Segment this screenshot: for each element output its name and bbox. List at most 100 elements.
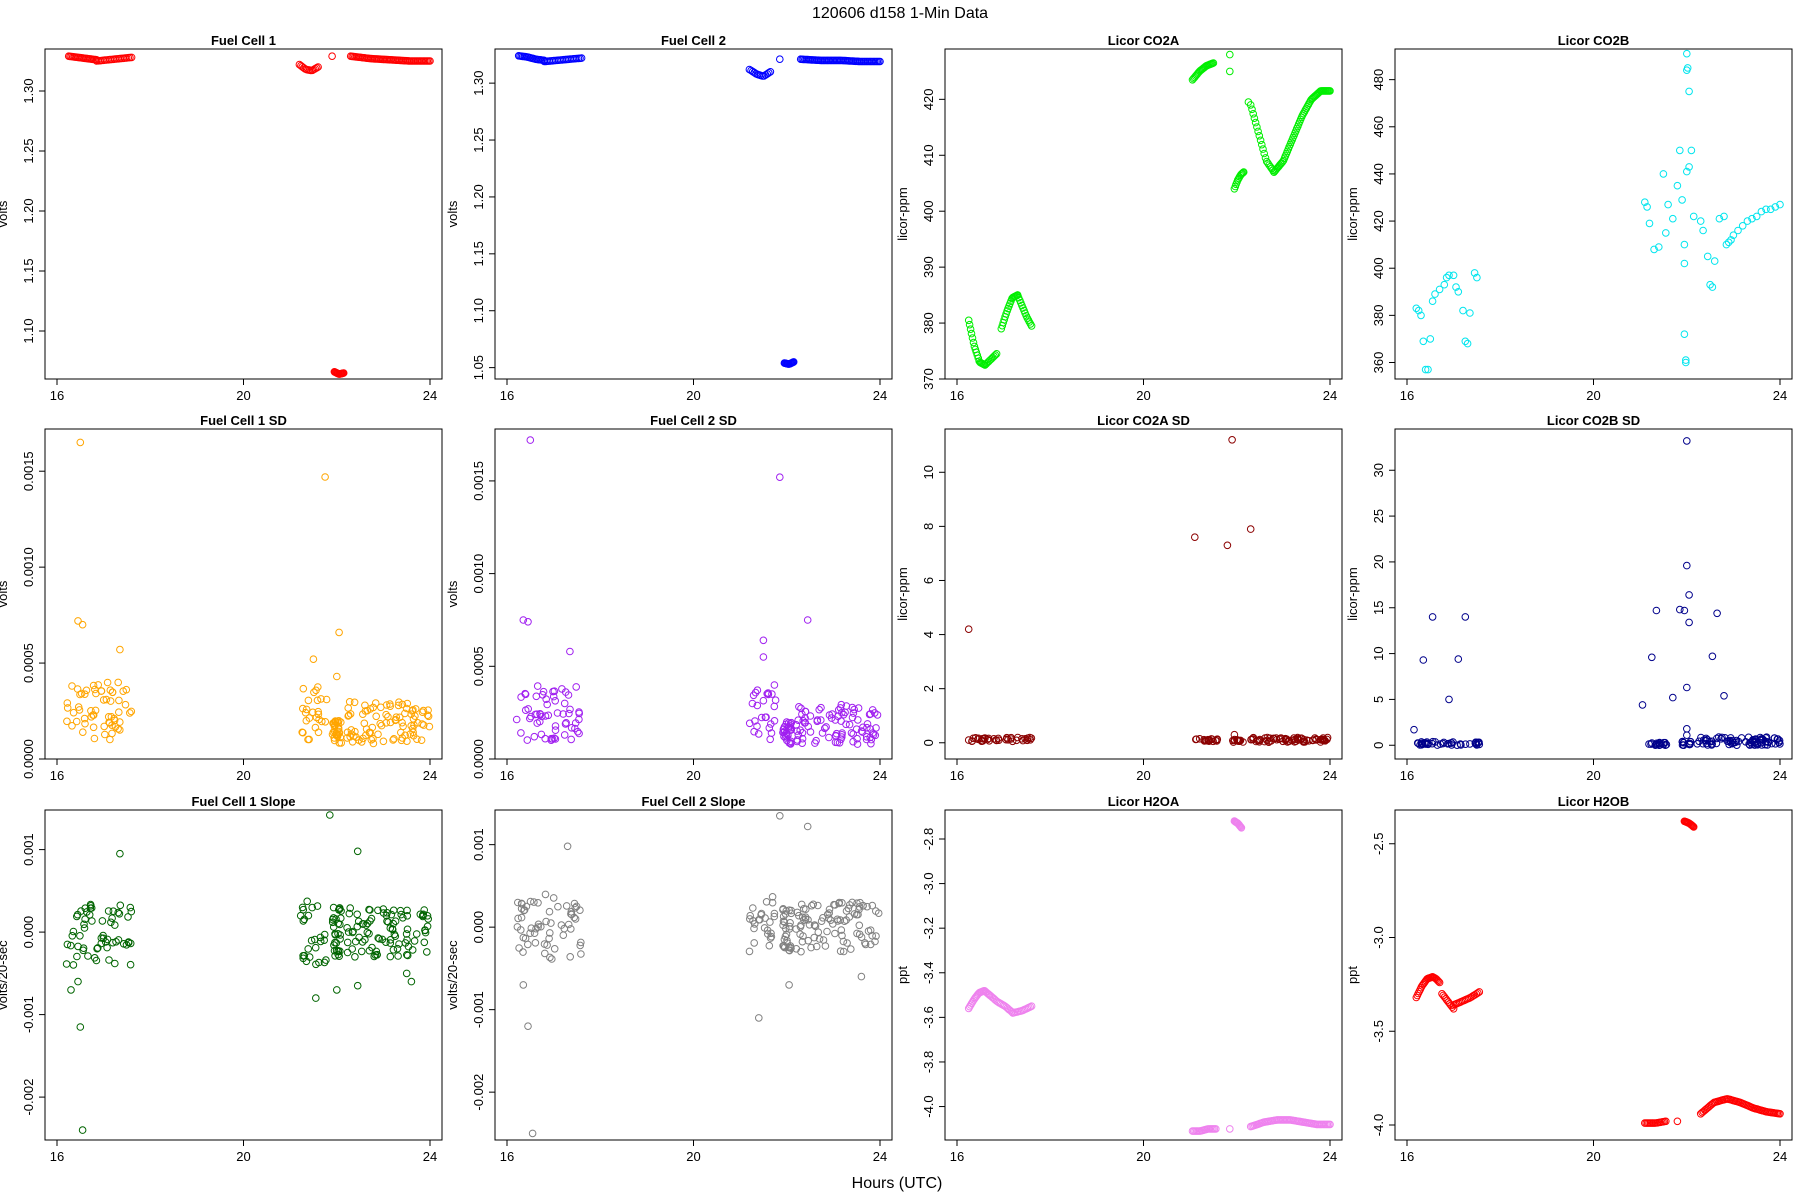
data-point — [767, 929, 775, 938]
x-tick-label: 20 — [236, 1149, 250, 1164]
x-tick-label: 16 — [50, 388, 64, 403]
data-point — [871, 731, 880, 740]
x-tick-label: 24 — [423, 768, 437, 783]
data-point — [426, 57, 434, 65]
x-tick-label: 16 — [1400, 768, 1414, 783]
data-point — [1004, 736, 1012, 744]
data-point — [785, 906, 794, 915]
data-point — [863, 902, 871, 911]
data-point — [537, 922, 545, 931]
y-tick-label: 15 — [1371, 601, 1386, 615]
data-point — [114, 678, 122, 687]
data-point — [824, 914, 833, 923]
data-point — [1678, 737, 1687, 746]
data-point — [408, 724, 417, 733]
data-point — [1255, 132, 1264, 140]
data-point — [571, 719, 580, 727]
data-point — [848, 703, 857, 712]
data-point — [307, 936, 316, 945]
data-point — [1433, 976, 1442, 985]
data-point — [1278, 158, 1287, 166]
data-point — [1435, 978, 1444, 987]
y-tick-label: 2 — [921, 685, 936, 692]
data-point — [967, 329, 976, 338]
data-point — [1246, 525, 1255, 533]
data-point — [1212, 1125, 1220, 1133]
data-point — [812, 942, 821, 951]
data-point — [127, 53, 136, 62]
data-point — [1237, 170, 1245, 179]
data-point — [1440, 738, 1448, 747]
data-point — [373, 951, 381, 959]
y-tick-label: 1.30 — [471, 70, 486, 95]
data-point — [1703, 735, 1712, 744]
data-point — [1252, 737, 1260, 746]
data-point — [1673, 1117, 1682, 1126]
data-point — [390, 735, 398, 743]
data-point — [1655, 243, 1663, 251]
data-point — [1703, 252, 1712, 261]
data-point — [837, 926, 846, 934]
data-point — [530, 732, 539, 741]
data-point — [1713, 609, 1721, 618]
data-point — [357, 947, 366, 956]
plot-frame — [494, 809, 893, 1141]
x-tick-label: 16 — [1400, 388, 1414, 403]
panel-title: Fuel Cell 2 SD — [650, 413, 737, 428]
x-tick-label: 20 — [1586, 1149, 1600, 1164]
data-point — [825, 909, 834, 917]
data-point — [328, 52, 336, 61]
data-point — [964, 316, 973, 325]
data-point — [302, 716, 311, 725]
data-point — [770, 909, 779, 918]
data-point — [770, 681, 779, 689]
data-point — [122, 941, 131, 949]
data-point — [849, 709, 858, 717]
data-point — [813, 717, 822, 726]
data-point — [1721, 734, 1729, 742]
data-point — [1326, 1120, 1334, 1129]
y-tick-label: 1.05 — [471, 355, 486, 380]
data-point — [1680, 240, 1689, 249]
data-point — [1645, 219, 1654, 228]
data-point — [862, 733, 871, 741]
data-point — [1776, 200, 1784, 209]
data-point — [759, 653, 768, 661]
y-tick-label: 1.15 — [21, 258, 36, 283]
data-point — [782, 732, 791, 740]
data-point — [423, 948, 431, 956]
data-point — [519, 948, 527, 956]
data-point — [397, 736, 406, 745]
data-point — [1239, 168, 1248, 176]
data-point — [1662, 229, 1670, 237]
data-point — [536, 710, 545, 719]
data-point — [755, 1014, 763, 1022]
data-point — [1650, 245, 1658, 254]
y-tick-label: -3.8 — [921, 1051, 936, 1073]
data-point — [372, 712, 381, 721]
data-point — [810, 921, 819, 929]
data-point — [804, 936, 813, 945]
data-point — [988, 353, 997, 362]
data-point — [759, 696, 768, 705]
data-point — [1238, 169, 1246, 178]
data-point — [1683, 731, 1691, 740]
data-point — [1244, 98, 1253, 106]
x-tick-label: 24 — [423, 388, 437, 403]
data-point — [333, 986, 341, 994]
data-point — [1434, 977, 1443, 986]
data-point — [866, 940, 875, 949]
data-point — [358, 938, 367, 946]
x-tick-label: 16 — [500, 768, 514, 783]
data-point — [343, 734, 352, 742]
data-point — [757, 713, 766, 722]
data-point — [866, 926, 875, 935]
data-point — [1442, 273, 1451, 282]
data-point — [78, 1126, 87, 1134]
data-point — [1680, 606, 1689, 615]
data-point — [1428, 613, 1437, 621]
x-tick-label: 16 — [950, 768, 964, 783]
plot-frame — [1394, 428, 1793, 760]
data-point — [423, 912, 432, 920]
